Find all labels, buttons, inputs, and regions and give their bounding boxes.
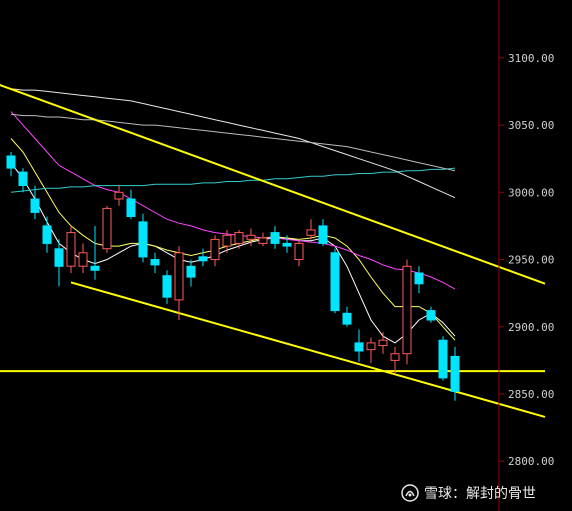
- candle-body: [294, 242, 304, 260]
- candle-body: [114, 191, 124, 200]
- candle-body: [450, 355, 460, 392]
- candle: [42, 216, 52, 253]
- candle-body: [390, 353, 400, 361]
- candle: [414, 266, 424, 294]
- candle: [282, 235, 292, 253]
- candle-body: [162, 275, 172, 298]
- candle-body: [78, 252, 88, 267]
- candle-body: [306, 229, 316, 236]
- trend-line-2: [70, 281, 546, 418]
- candle: [246, 228, 256, 247]
- watermark: 雪球：解封的骨世: [401, 484, 536, 502]
- candle-body: [438, 339, 448, 379]
- candle-body: [18, 171, 28, 187]
- trend-line-1: [0, 84, 546, 285]
- candle: [306, 219, 316, 240]
- candle-body: [90, 265, 100, 271]
- moving-average-line-6: [10, 113, 456, 172]
- candle-body: [6, 155, 16, 169]
- price-tick-label: 2950.00: [508, 254, 554, 267]
- candle: [438, 336, 448, 381]
- candle: [318, 219, 328, 247]
- candle-body: [150, 259, 160, 266]
- candle: [258, 232, 268, 247]
- candle: [18, 168, 28, 193]
- candle-body: [342, 312, 352, 325]
- candle-body: [186, 265, 196, 278]
- candle-body: [354, 342, 364, 352]
- price-tick-label: 3100.00: [508, 52, 554, 65]
- candle-body: [42, 225, 52, 244]
- candle: [450, 346, 460, 401]
- candle: [66, 225, 76, 273]
- candle: [210, 235, 220, 267]
- price-axis: 3100.00 3050.00 3000.00 2950.00 2900.00 2850.…: [499, 52, 554, 468]
- candle: [234, 229, 244, 249]
- candle: [174, 246, 184, 320]
- price-tick-label: 2800.00: [508, 455, 554, 468]
- candle-body: [66, 232, 76, 267]
- candle: [198, 248, 208, 267]
- candle-body: [174, 252, 184, 301]
- moving-average-line-5: [10, 88, 456, 199]
- candle: [294, 239, 304, 267]
- candle: [186, 259, 196, 287]
- candle: [114, 185, 124, 206]
- price-tick-label: 2850.00: [508, 388, 554, 401]
- candle-body: [330, 252, 340, 312]
- candle: [150, 252, 160, 273]
- candle-body: [222, 234, 232, 247]
- candle-body: [234, 232, 244, 244]
- candles: [6, 152, 460, 401]
- candle: [162, 270, 172, 304]
- candle: [222, 229, 232, 253]
- candle: [90, 225, 100, 280]
- candle: [102, 205, 112, 253]
- candle-body: [198, 256, 208, 262]
- candle: [378, 332, 388, 354]
- candle: [342, 306, 352, 327]
- candle-body: [138, 221, 148, 258]
- candle: [78, 243, 88, 273]
- candle-body: [270, 232, 280, 244]
- watermark-text: 雪球：解封的骨世: [424, 486, 536, 502]
- candle-body: [378, 339, 388, 347]
- price-tick-label: 3000.00: [508, 186, 554, 199]
- candle-body: [426, 310, 436, 321]
- candle: [402, 259, 412, 365]
- candle-body: [366, 342, 376, 351]
- candle-body: [210, 238, 220, 261]
- candle: [126, 189, 136, 220]
- candle: [6, 152, 16, 177]
- candle-body: [414, 272, 424, 285]
- price-tick-label: 3050.00: [508, 119, 554, 132]
- candle: [366, 337, 376, 364]
- candle-body: [102, 207, 112, 250]
- candle-body: [54, 248, 64, 267]
- candle-body: [126, 198, 136, 217]
- candle-body: [246, 234, 256, 240]
- candle: [54, 239, 64, 287]
- candle-body: [402, 265, 412, 355]
- candle: [330, 248, 340, 314]
- candle: [426, 306, 436, 323]
- snowball-logo-icon: [401, 484, 419, 502]
- candle: [390, 346, 400, 374]
- candle-body: [318, 225, 328, 244]
- candle: [30, 185, 40, 220]
- candle-body: [30, 198, 40, 213]
- candle-body: [282, 242, 292, 247]
- price-tick-label: 2900.00: [508, 321, 554, 334]
- moving-average-line-2: [10, 138, 456, 341]
- moving-average-line-3: [10, 111, 456, 290]
- moving-average-line-4: [10, 167, 456, 193]
- candle-body: [258, 237, 268, 244]
- candle: [270, 225, 280, 249]
- candle: [354, 329, 364, 362]
- candle: [138, 213, 148, 263]
